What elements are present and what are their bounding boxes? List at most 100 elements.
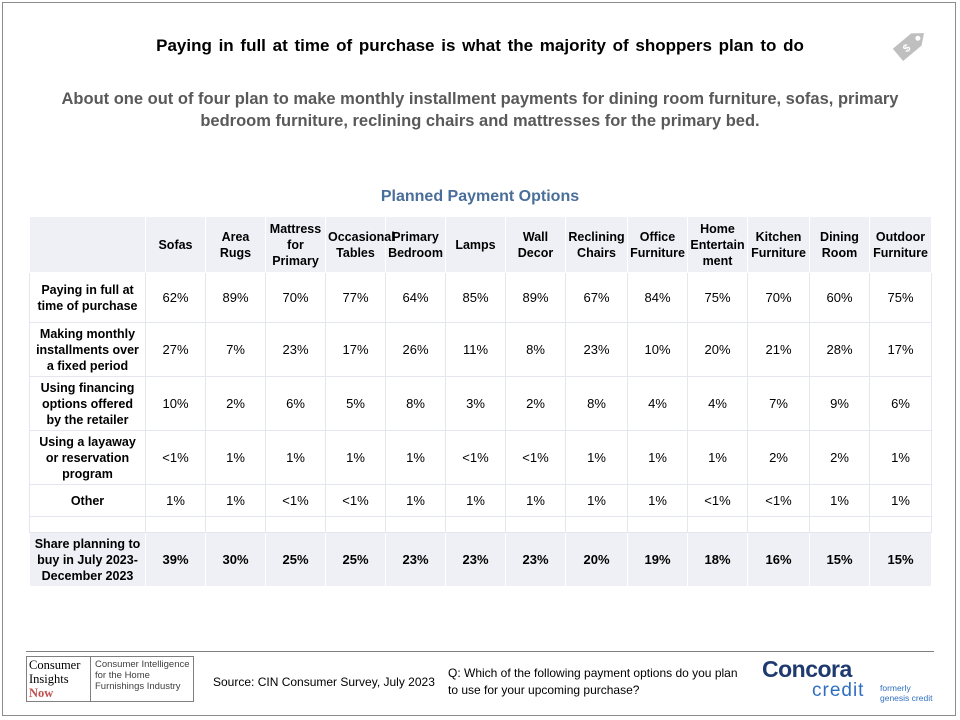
- column-header: Office Furniture: [627, 216, 688, 273]
- spacer-cell: [565, 516, 628, 533]
- cell-text-line: Furniture: [751, 245, 806, 260]
- cell-text-line: Mattress: [269, 221, 322, 236]
- table-row: Other 1% 1% <1% <1% 1% 1% 1% 1% 1% <1% <1% 1% 1%: [29, 484, 932, 517]
- table-cell: <1%: [687, 484, 748, 517]
- row-label: Other: [29, 484, 146, 517]
- spacer-cell: [627, 516, 688, 533]
- table-cell: 2%: [505, 376, 566, 431]
- spacer-cell: [869, 516, 932, 533]
- spacer-cell: [687, 516, 748, 533]
- table-cell: 23%: [385, 532, 446, 587]
- table-cell: 84%: [627, 272, 688, 323]
- table-cell: 1%: [145, 484, 206, 517]
- header-corner: [29, 216, 146, 273]
- payment-options-table: Sofas Area Rugs Mattress for Primary Occasiona…: [29, 216, 932, 587]
- column-header: Primary Bedroom: [385, 216, 446, 273]
- table-cell: 9%: [809, 376, 870, 431]
- table-cell: 30%: [205, 532, 266, 587]
- table-cell: 25%: [265, 532, 326, 587]
- cell-text-line: December 2023: [41, 568, 134, 583]
- cell-text-line: Sofas: [158, 237, 193, 252]
- table-cell: <1%: [747, 484, 810, 517]
- table-row: Paying in full at time of purchase 62% 89% 7…: [29, 272, 932, 323]
- table-cell: 28%: [809, 322, 870, 377]
- table-row: Making monthly installments over a fixed p…: [29, 322, 932, 377]
- cell-text-line: Wall: [522, 229, 549, 244]
- table-cell: 1%: [205, 484, 266, 517]
- table-cell: 77%: [325, 272, 386, 323]
- table-cell: 5%: [325, 376, 386, 431]
- table-cell: 8%: [565, 376, 628, 431]
- table-cell: 18%: [687, 532, 748, 587]
- cell-text-line: for: [287, 237, 304, 252]
- table-cell: 17%: [325, 322, 386, 377]
- cell-text-line: Area: [221, 229, 250, 244]
- cell-text-line: Kitchen: [755, 229, 802, 244]
- table-cell: 15%: [809, 532, 870, 587]
- cell-text-line: Primary: [272, 253, 319, 268]
- cell-text-line: Office: [639, 229, 676, 244]
- cell-text-line: Occasional: [328, 229, 395, 244]
- concora-wordmark: Concora: [762, 656, 852, 682]
- column-header: Sofas: [145, 216, 206, 273]
- cell-text-line: Reclining: [568, 229, 625, 244]
- column-header: Wall Decor: [505, 216, 566, 273]
- spacer-cell: [445, 516, 506, 533]
- cin-logo-line: Consumer: [29, 658, 81, 672]
- table-cell: 1%: [205, 430, 266, 485]
- spacer-cell: [809, 516, 870, 533]
- cell-text-line: Paying in full at: [41, 282, 134, 297]
- table-cell: 1%: [869, 430, 932, 485]
- column-header: Kitchen Furniture: [747, 216, 810, 273]
- cell-text-line: program: [62, 466, 113, 481]
- table-cell: 75%: [687, 272, 748, 323]
- table-cell: <1%: [265, 484, 326, 517]
- table-row: Using financing options offered by the ret…: [29, 376, 932, 431]
- table-cell: 1%: [505, 484, 566, 517]
- table-cell: 11%: [445, 322, 506, 377]
- row-label: Using a layaway or reservation program: [29, 430, 146, 485]
- cin-logo-line: Now: [29, 686, 54, 700]
- cell-text-line: Other: [70, 493, 105, 508]
- table-cell: 25%: [325, 532, 386, 587]
- cell-text-line: Furniture: [873, 245, 928, 260]
- table-cell: 1%: [565, 484, 628, 517]
- table-cell: 10%: [627, 322, 688, 377]
- table-cell: 70%: [747, 272, 810, 323]
- table-cell: 17%: [869, 322, 932, 377]
- table-cell: 70%: [265, 272, 326, 323]
- column-header: Dining Room: [809, 216, 870, 273]
- table-cell: 67%: [565, 272, 628, 323]
- table-cell: 26%: [385, 322, 446, 377]
- table-row: Using a layaway or reservation program <1% 1…: [29, 430, 932, 485]
- price-tag-icon: $: [892, 33, 925, 62]
- cell-text-line: Dining: [820, 229, 859, 244]
- table-cell: 19%: [627, 532, 688, 587]
- table-cell: <1%: [445, 430, 506, 485]
- table-cell: 85%: [445, 272, 506, 323]
- table-cell: 2%: [205, 376, 266, 431]
- table-cell: 23%: [265, 322, 326, 377]
- spacer-cell: [29, 516, 146, 533]
- column-header: Lamps: [445, 216, 506, 273]
- table-cell: 8%: [385, 376, 446, 431]
- row-label: Making monthly installments over a fixed p…: [29, 322, 146, 377]
- cell-text-line: or reservation: [45, 450, 130, 465]
- spacer-cell: [265, 516, 326, 533]
- cell-text-line: Home: [700, 221, 735, 236]
- row-label: Paying in full at time of purchase: [29, 272, 146, 323]
- table-cell: 60%: [809, 272, 870, 323]
- cell-text-line: Share planning to: [34, 536, 141, 551]
- table-cell: 2%: [747, 430, 810, 485]
- spacer-row: [29, 516, 932, 533]
- concora-logo: Concora credit: [762, 656, 872, 704]
- column-header: Home Entertain ment: [687, 216, 748, 273]
- cell-text-line: Using financing: [40, 380, 135, 395]
- table-cell: 1%: [325, 430, 386, 485]
- table-cell: 4%: [627, 376, 688, 431]
- cin-tagline-line: Consumer Intelligence: [95, 659, 190, 670]
- cin-logo-mark: Consumer Insights Now: [27, 657, 91, 701]
- spacer-cell: [747, 516, 810, 533]
- table-cell: 3%: [445, 376, 506, 431]
- table-cell: 1%: [265, 430, 326, 485]
